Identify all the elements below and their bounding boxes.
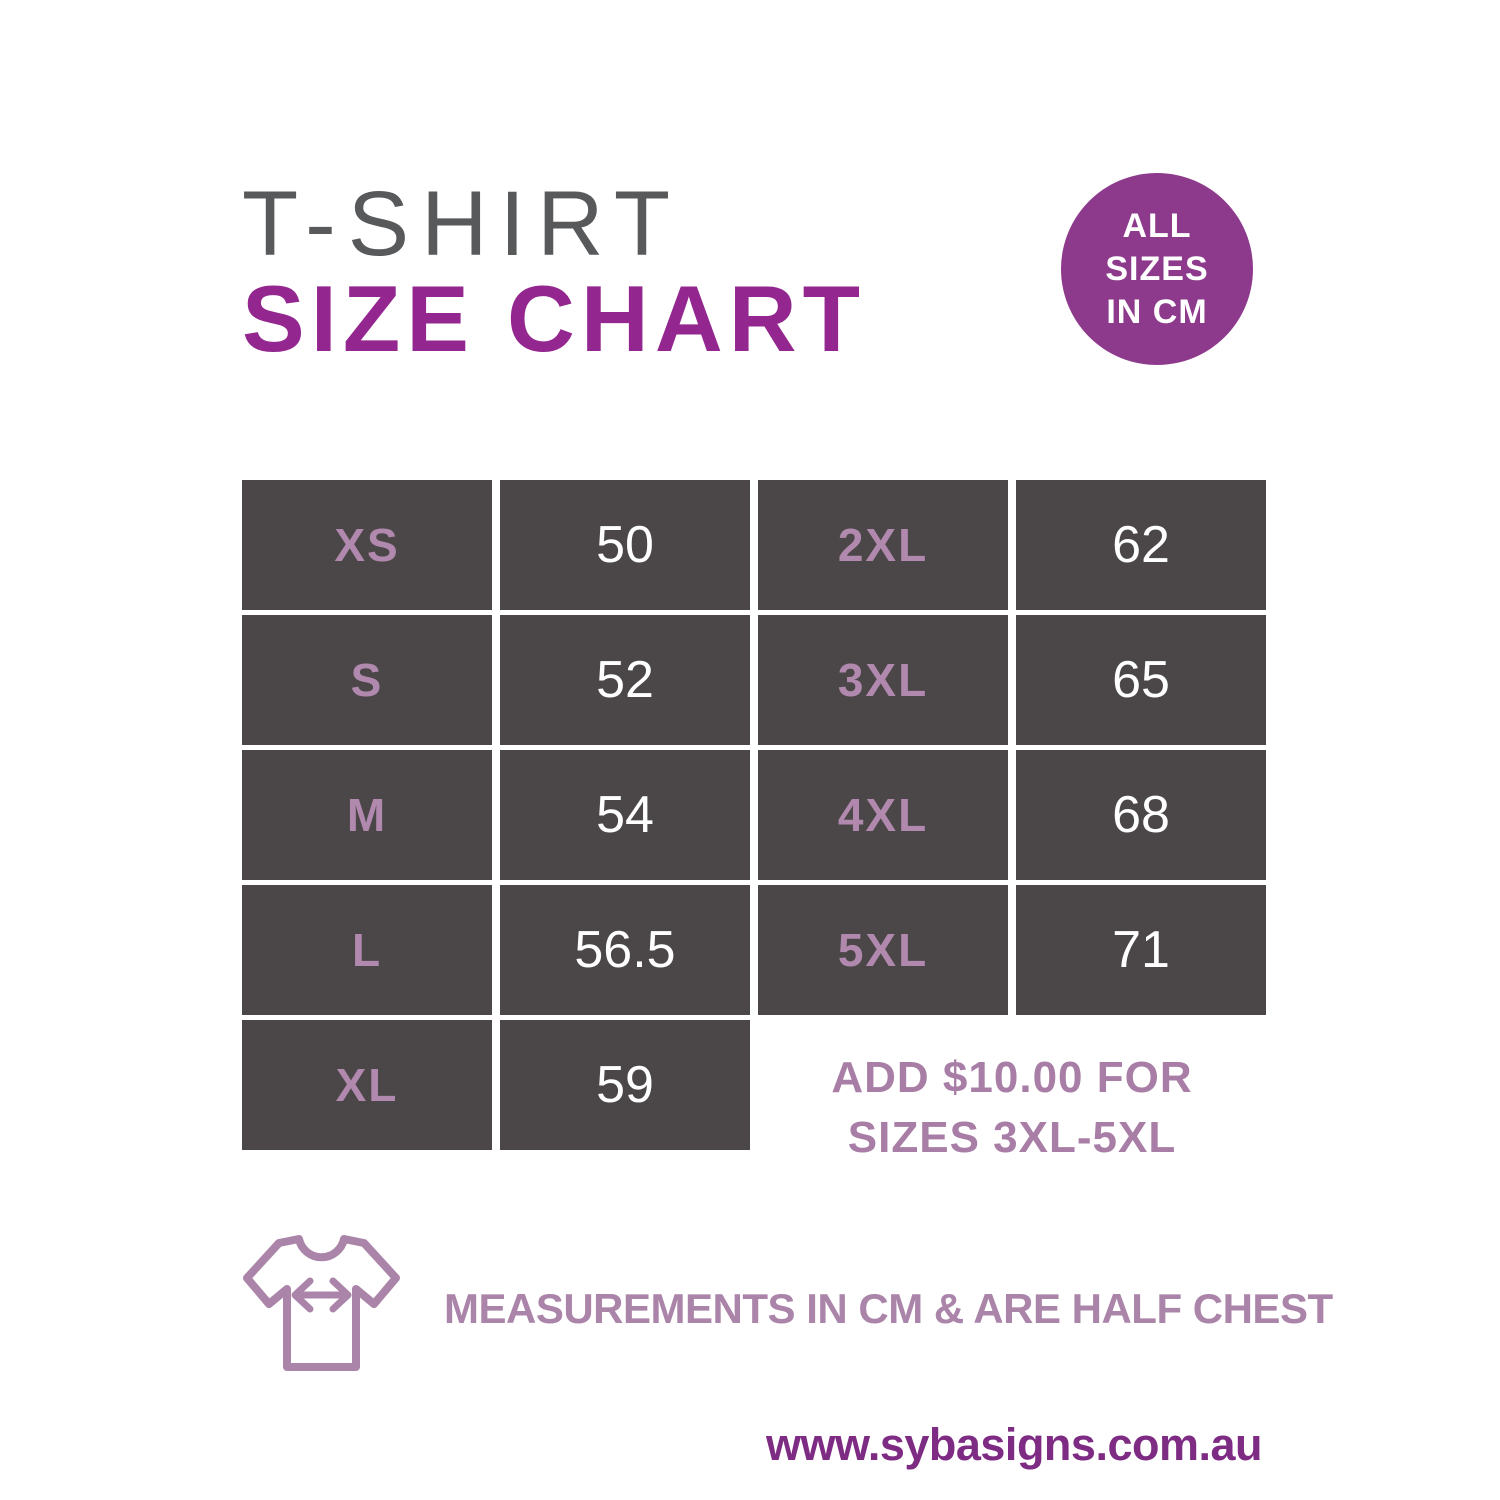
size-label-cell: XS <box>242 480 492 610</box>
size-value-cell: 59 <box>500 1020 750 1150</box>
size-value-cell: 62 <box>1016 480 1266 610</box>
size-value-cell: 54 <box>500 750 750 880</box>
tshirt-measure-icon <box>243 1235 400 1371</box>
size-value-cell: 65 <box>1016 615 1266 745</box>
measurement-note: MEASUREMENTS IN CM & ARE HALF CHEST <box>444 1285 1333 1332</box>
size-value-cell: 50 <box>500 480 750 610</box>
website-link: www.sybasigns.com.au <box>766 1419 1263 1470</box>
surcharge-note-line2: SIZES 3XL-5XL <box>847 1113 1177 1162</box>
size-label-cell: M <box>242 750 492 880</box>
badge-line: IN CM <box>1106 292 1208 331</box>
size-label-cell: XL <box>242 1020 492 1150</box>
size-label-cell: L <box>242 885 492 1015</box>
size-table-left: XS 50 S 52 M 54 L 56.5 XL 59 <box>242 480 750 1150</box>
badge-line: ALL <box>1122 206 1192 245</box>
size-value-cell: 68 <box>1016 750 1266 880</box>
size-label-cell: 4XL <box>758 750 1008 880</box>
size-label-cell: S <box>242 615 492 745</box>
page-title-line1: T-SHIRT <box>242 173 683 275</box>
badge-line: SIZES <box>1105 249 1209 288</box>
size-table-right: 2XL 62 3XL 65 4XL 68 5XL 71 <box>758 480 1266 1015</box>
surcharge-note-line1: ADD $10.00 FOR <box>831 1053 1193 1102</box>
page-title-line2: SIZE CHART <box>242 266 866 371</box>
size-label-cell: 2XL <box>758 480 1008 610</box>
size-value-cell: 71 <box>1016 885 1266 1015</box>
all-sizes-in-cm-badge: ALL SIZES IN CM <box>1061 173 1253 365</box>
tshirt-outline <box>243 1235 400 1371</box>
size-label-cell: 3XL <box>758 615 1008 745</box>
size-label-cell: 5XL <box>758 885 1008 1015</box>
surcharge-note: ADD $10.00 FOR SIZES 3XL-5XL <box>758 1048 1266 1168</box>
size-value-cell: 56.5 <box>500 885 750 1015</box>
width-arrow-icon <box>291 1277 352 1313</box>
size-value-cell: 52 <box>500 615 750 745</box>
